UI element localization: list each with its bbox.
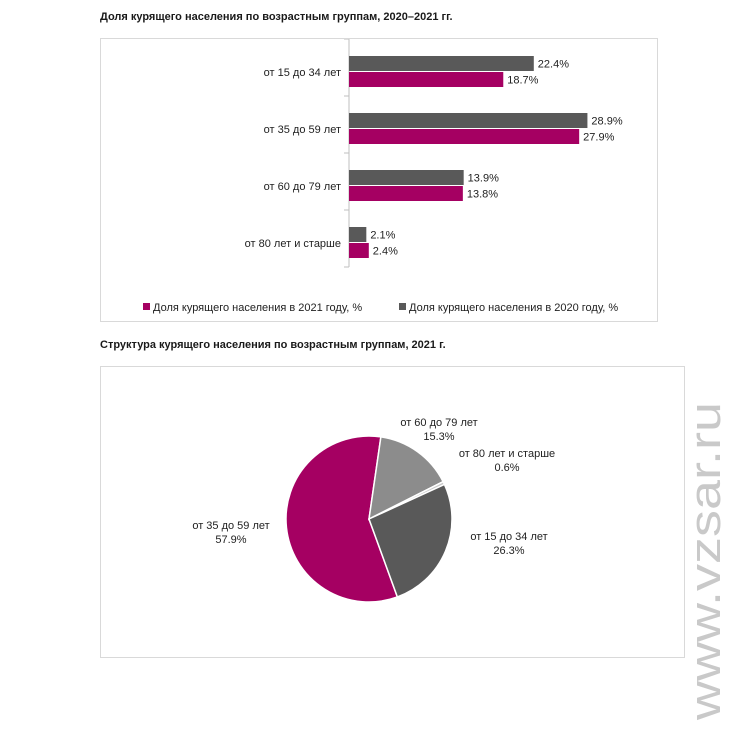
category-label: от 60 до 79 лет xyxy=(264,181,341,193)
bar-2020 xyxy=(349,170,464,185)
data-label: 2.4% xyxy=(373,246,398,258)
bar-chart-title: Доля курящего населения по возрастным гр… xyxy=(100,11,453,23)
category-label: от 15 до 34 лет xyxy=(264,67,341,79)
pie-chart-title: Структура курящего населения по возрастн… xyxy=(100,339,446,351)
data-label: 13.9% xyxy=(468,173,499,185)
bar-chart-frame: от 15 до 34 лет 22.4% 18.7% от 35 до 59 лет… xyxy=(100,38,658,322)
legend: Доля курящего населения в 2021 году, % До… xyxy=(143,302,618,314)
bar-2020 xyxy=(349,113,588,128)
data-label: 13.8% xyxy=(467,189,498,201)
bar-2020 xyxy=(349,227,367,242)
pie-value-label: 0.6% xyxy=(494,462,519,474)
category-label: от 35 до 59 лет xyxy=(264,124,341,136)
bar-2021 xyxy=(349,129,580,144)
data-label: 22.4% xyxy=(538,59,569,71)
bar-2021 xyxy=(349,186,463,201)
bar-chart: от 15 до 34 лет 22.4%18.7% от 35 до 59 лет… xyxy=(143,38,623,314)
data-label: 18.7% xyxy=(507,75,538,87)
pie-label: от 80 лет и старше xyxy=(459,448,555,460)
data-label: 27.9% xyxy=(583,132,614,144)
legend-label: Доля курящего населения в 2021 году, % xyxy=(153,302,362,314)
pie-value-label: 15.3% xyxy=(423,431,454,443)
pie-slice xyxy=(368,483,453,598)
legend-swatch xyxy=(399,303,406,310)
pie-label: от 35 до 59 лет xyxy=(192,520,269,532)
data-label: 28.9% xyxy=(591,116,622,128)
legend-swatch xyxy=(143,303,150,310)
pie-label: от 60 до 79 лет xyxy=(400,417,477,429)
pie-label: от 15 до 34 лет xyxy=(470,531,547,543)
legend-label: Доля курящего населения в 2020 году, % xyxy=(409,302,618,314)
pie-slice xyxy=(285,435,399,603)
watermark-text: www.vzsar.ru xyxy=(684,402,730,721)
pie-chart: от 35 до 59 лет 57.9% от 60 до 79 лет 15.3%… xyxy=(192,417,555,603)
bar-2021 xyxy=(349,72,504,87)
pie-chart-frame: от 35 до 59 лет 57.9% от 60 до 79 лет 15.3%… xyxy=(100,366,685,658)
bar-2020 xyxy=(349,56,534,71)
pie-slice xyxy=(368,436,445,521)
category-label: от 80 лет и старше xyxy=(245,238,341,250)
watermark: www.vzsar.ru xyxy=(684,402,730,721)
pie-value-label: 57.9% xyxy=(215,534,246,546)
data-label: 2.1% xyxy=(370,230,395,242)
pie-value-label: 26.3% xyxy=(493,545,524,557)
bar-2021 xyxy=(349,243,369,258)
